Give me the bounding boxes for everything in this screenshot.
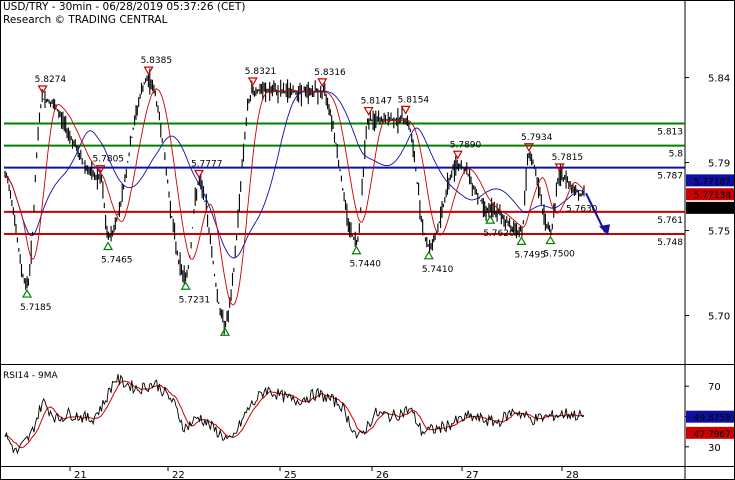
trough-marker-0 — [21, 288, 33, 298]
price-tag-bg-2 — [686, 201, 734, 214]
moving-average-slow — [4, 90, 585, 259]
level-label-1: 5.8 — [669, 150, 684, 160]
time-tick-label-5: 28 — [566, 470, 579, 480]
chart-title: USD/TRY - 30min - 06/28/2019 05:37:26 (C… — [3, 1, 246, 13]
forecast-label: 5.7630 — [566, 204, 598, 214]
peak-marker-0 — [37, 85, 48, 95]
price-tick-label-1: 5.75 — [708, 227, 730, 238]
peak-label-10: 5.7815 — [552, 153, 584, 163]
rsi-tick-label-2: 70 — [708, 382, 721, 393]
level-label-4: 5.748 — [657, 238, 683, 248]
peak-label-9: 5.7934 — [521, 133, 553, 143]
peak-marker-10 — [554, 163, 565, 173]
trough-marker-3 — [219, 327, 231, 336]
rsi-tag-bg-0 — [686, 410, 734, 423]
peak-label-5: 5.8316 — [314, 68, 346, 78]
peak-label-6: 5.8147 — [361, 97, 393, 107]
peak-marker-1 — [95, 165, 106, 174]
rsi-ma-line — [4, 380, 585, 449]
price-tick-label-0: 5.70 — [708, 312, 730, 323]
time-tick-label-2: 25 — [284, 470, 297, 480]
price-tag-bg-1 — [686, 188, 734, 201]
peak-label-4: 5.8321 — [245, 67, 277, 77]
price-series — [4, 68, 585, 335]
peak-label-2: 5.8385 — [141, 56, 173, 66]
forecast-arrow: 5.7630 — [566, 192, 610, 236]
level-label-3: 5.761 — [657, 216, 683, 226]
price-tag-1: 5.77138 — [694, 191, 731, 201]
time-tick-label-3: 26 — [376, 470, 389, 480]
trough-label-2: 5.7231 — [179, 295, 211, 305]
peak-label-0: 5.8274 — [35, 75, 67, 85]
price-tag-bg-0 — [686, 174, 734, 187]
rsi-tick-label-0: 30 — [708, 443, 721, 454]
peak-label-3: 5.7777 — [191, 159, 223, 169]
trough-marker-6 — [485, 214, 496, 224]
peak-marker-3 — [193, 169, 204, 179]
trough-marker-1 — [103, 241, 114, 251]
peak-marker-8 — [452, 150, 463, 160]
price-axis: 5.70 5.75 5.79 5.84 5.77187 5.77138 5.771 — [685, 74, 734, 323]
price-bars — [4, 68, 585, 335]
rsi-tag-1: 47.7967 — [694, 430, 731, 440]
trough-label-5: 5.7410 — [422, 265, 454, 275]
level-label-0: 5.813 — [657, 127, 683, 137]
price-tag-2: 5.771 — [705, 205, 731, 215]
trough-marker-8 — [545, 235, 556, 245]
moving-average-fast — [4, 88, 585, 306]
peak-label-1: 5.7805 — [93, 155, 125, 165]
trough-marker-2 — [180, 281, 191, 290]
peak-marker-5 — [317, 78, 328, 88]
time-tick-label-0: 21 — [74, 470, 87, 480]
trough-marker-5 — [423, 250, 434, 260]
support-resistance-lines: 5.813 5.8 5.787 5.761 5.748 — [4, 122, 685, 248]
peak-marker-4 — [247, 77, 258, 87]
level-label-2: 5.787 — [657, 172, 683, 182]
trough-marker-7 — [516, 236, 527, 245]
rsi-tag-0: 49.8758 — [694, 414, 731, 424]
rsi-tag-bg-1 — [686, 426, 734, 439]
price-tag-0: 5.77187 — [694, 177, 731, 187]
trough-label-7: 5.7495 — [514, 250, 546, 260]
trough-label-4: 5.7440 — [349, 260, 381, 270]
trough-label-6: 5.7620 — [483, 229, 515, 239]
rsi-title: RSI14 - 9MA — [3, 371, 59, 381]
peak-marker-7 — [400, 105, 411, 115]
price-tick-label-2: 5.79 — [708, 159, 730, 170]
trough-label-8: 5.7500 — [543, 250, 575, 260]
trough-label-0: 5.7185 — [20, 303, 51, 313]
price-tick-label-3: 5.84 — [708, 74, 730, 85]
forecast-arrowhead — [599, 224, 610, 236]
peak-label-7: 5.8154 — [398, 95, 430, 105]
peak-marker-2 — [143, 66, 154, 76]
peak-label-8: 5.7890 — [450, 140, 482, 150]
trough-label-1: 5.7465 — [101, 255, 133, 265]
rsi-line — [4, 374, 585, 455]
trough-marker-4 — [351, 245, 362, 255]
time-axis: 21 22 25 26 27 28 — [69, 466, 579, 480]
peak-marker-9 — [523, 143, 535, 152]
chart-subtitle: Research © TRADING CENTRAL — [3, 14, 168, 26]
peak-marker-6 — [363, 106, 374, 116]
time-tick-label-4: 27 — [466, 470, 479, 480]
time-tick-label-1: 22 — [172, 470, 185, 480]
peak-trough-markers: 5.8274 5.7805 5.8385 5.7777 5.8321 5.8316 5.81… — [20, 56, 584, 336]
